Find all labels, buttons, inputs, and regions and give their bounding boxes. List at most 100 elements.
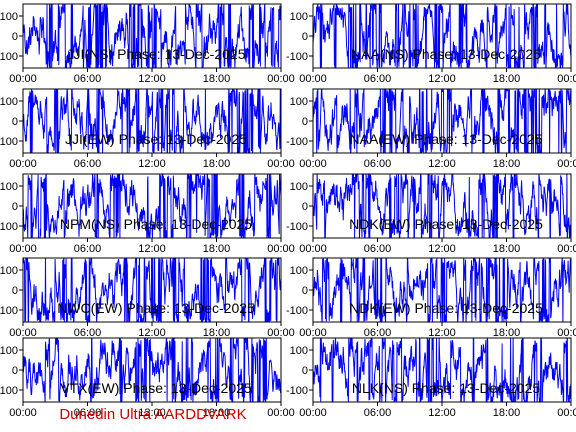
panel-title: JJI(NS) Phase: 13-Dec-2025: [67, 46, 246, 62]
x-tick-label: 18:00: [203, 73, 231, 85]
x-tick-label: 00:00: [9, 73, 37, 85]
y-tick-label: 0: [302, 116, 308, 128]
x-tick-label: 00:00: [299, 327, 327, 339]
x-tick-label: 00:00: [557, 73, 576, 85]
x-tick-label: 18:00: [493, 243, 521, 255]
y-tick-label: 100: [290, 265, 308, 277]
x-tick-label: 00:00: [267, 407, 295, 419]
panel-title: NDK(EW) Phase: 13-Dec-2025: [349, 300, 543, 316]
x-tick-label: 18:00: [203, 158, 231, 170]
x-tick-label: 12:00: [428, 158, 456, 170]
x-tick-label: 00:00: [267, 327, 295, 339]
x-tick-label: 00:00: [299, 73, 327, 85]
x-tick-label: 18:00: [203, 407, 231, 419]
y-tick-label: 100: [0, 96, 18, 108]
y-tick-label: -100: [286, 221, 308, 233]
y-tick-label: -100: [0, 385, 18, 397]
panel-title: NWC(EW) Phase: 13-Dec-2025: [57, 300, 255, 316]
x-tick-label: 12:00: [138, 73, 166, 85]
panel-title: NAA(EW) Phase: 13-Dec-2025: [350, 131, 543, 147]
y-tick-label: 0: [12, 31, 18, 43]
phase-trace: [23, 258, 281, 322]
y-tick-label: -100: [0, 51, 18, 63]
phase-trace: [313, 89, 571, 153]
x-tick-label: 18:00: [493, 73, 521, 85]
x-tick-label: 00:00: [299, 407, 327, 419]
y-tick-label: -100: [286, 51, 308, 63]
y-tick-label: 0: [302, 365, 308, 377]
phase-trace: [23, 174, 281, 238]
panel-title: NLK(NS) Phase: 13-Dec-2025: [352, 380, 541, 396]
phase-trace: [23, 338, 281, 402]
panel-title: JJI(EW) Phase: 13-Dec-2025: [65, 131, 247, 147]
x-tick-label: 18:00: [203, 243, 231, 255]
x-tick-label: 00:00: [299, 243, 327, 255]
x-tick-label: 06:00: [364, 158, 392, 170]
x-tick-label: 00:00: [557, 327, 576, 339]
x-tick-label: 00:00: [267, 73, 295, 85]
panel-title: NAA(NS) Phase: 13-Dec-2025: [351, 46, 541, 62]
panel-title: NPM(NS) Phase: 13-Dec-2025: [60, 216, 252, 232]
x-tick-label: 12:00: [428, 73, 456, 85]
y-tick-label: 100: [0, 265, 18, 277]
x-tick-label: 00:00: [9, 243, 37, 255]
x-tick-label: 18:00: [203, 327, 231, 339]
x-tick-label: 00:00: [557, 407, 576, 419]
y-tick-label: -100: [0, 221, 18, 233]
y-tick-label: 0: [12, 285, 18, 297]
phase-trace: [313, 4, 571, 68]
x-tick-label: 06:00: [74, 158, 102, 170]
x-tick-label: 06:00: [364, 73, 392, 85]
x-tick-label: 06:00: [364, 407, 392, 419]
phase-trace: [313, 258, 571, 322]
x-tick-label: 06:00: [74, 73, 102, 85]
x-tick-label: 06:00: [74, 407, 102, 419]
y-tick-label: 100: [290, 11, 308, 23]
x-tick-label: 06:00: [364, 327, 392, 339]
phase-trace: [313, 174, 571, 238]
phase-trace: [313, 338, 571, 402]
y-tick-label: 0: [12, 116, 18, 128]
y-tick-label: 0: [12, 201, 18, 213]
x-tick-label: 12:00: [138, 243, 166, 255]
y-tick-label: -100: [0, 305, 18, 317]
footer-label: Dunedin Ultra AARDDVARK: [59, 406, 246, 423]
phase-trace: [23, 4, 281, 68]
y-tick-label: 100: [0, 345, 18, 357]
y-tick-label: 100: [290, 345, 308, 357]
y-tick-label: -100: [286, 385, 308, 397]
y-tick-label: 100: [0, 11, 18, 23]
x-tick-label: 00:00: [557, 243, 576, 255]
x-tick-label: 18:00: [493, 158, 521, 170]
x-tick-label: 00:00: [9, 327, 37, 339]
x-tick-label: 06:00: [74, 327, 102, 339]
panel-title: NDK(EW) Phase: 13-Dec-2025: [349, 216, 543, 232]
x-tick-label: 12:00: [138, 327, 166, 339]
x-tick-label: 00:00: [9, 158, 37, 170]
x-tick-label: 18:00: [493, 407, 521, 419]
x-tick-label: 00:00: [267, 243, 295, 255]
x-tick-label: 12:00: [138, 407, 166, 419]
y-tick-label: 0: [12, 365, 18, 377]
x-tick-label: 00:00: [299, 158, 327, 170]
y-tick-label: -100: [286, 305, 308, 317]
y-tick-label: 100: [290, 181, 308, 193]
x-tick-label: 00:00: [9, 407, 37, 419]
y-tick-label: 0: [302, 285, 308, 297]
y-tick-label: -100: [286, 136, 308, 148]
x-tick-label: 00:00: [557, 158, 576, 170]
y-tick-label: -100: [0, 136, 18, 148]
x-tick-label: 00:00: [267, 158, 295, 170]
x-tick-label: 12:00: [428, 243, 456, 255]
x-tick-label: 06:00: [364, 243, 392, 255]
phase-trace: [23, 89, 281, 153]
y-tick-label: 100: [290, 96, 308, 108]
x-tick-label: 06:00: [74, 243, 102, 255]
x-tick-label: 18:00: [493, 327, 521, 339]
x-tick-label: 12:00: [138, 158, 166, 170]
panel-title: VTX(EW) Phase: 13-Dec-2025: [60, 380, 252, 396]
x-tick-label: 12:00: [428, 327, 456, 339]
x-tick-label: 12:00: [428, 407, 456, 419]
y-tick-label: 0: [302, 201, 308, 213]
